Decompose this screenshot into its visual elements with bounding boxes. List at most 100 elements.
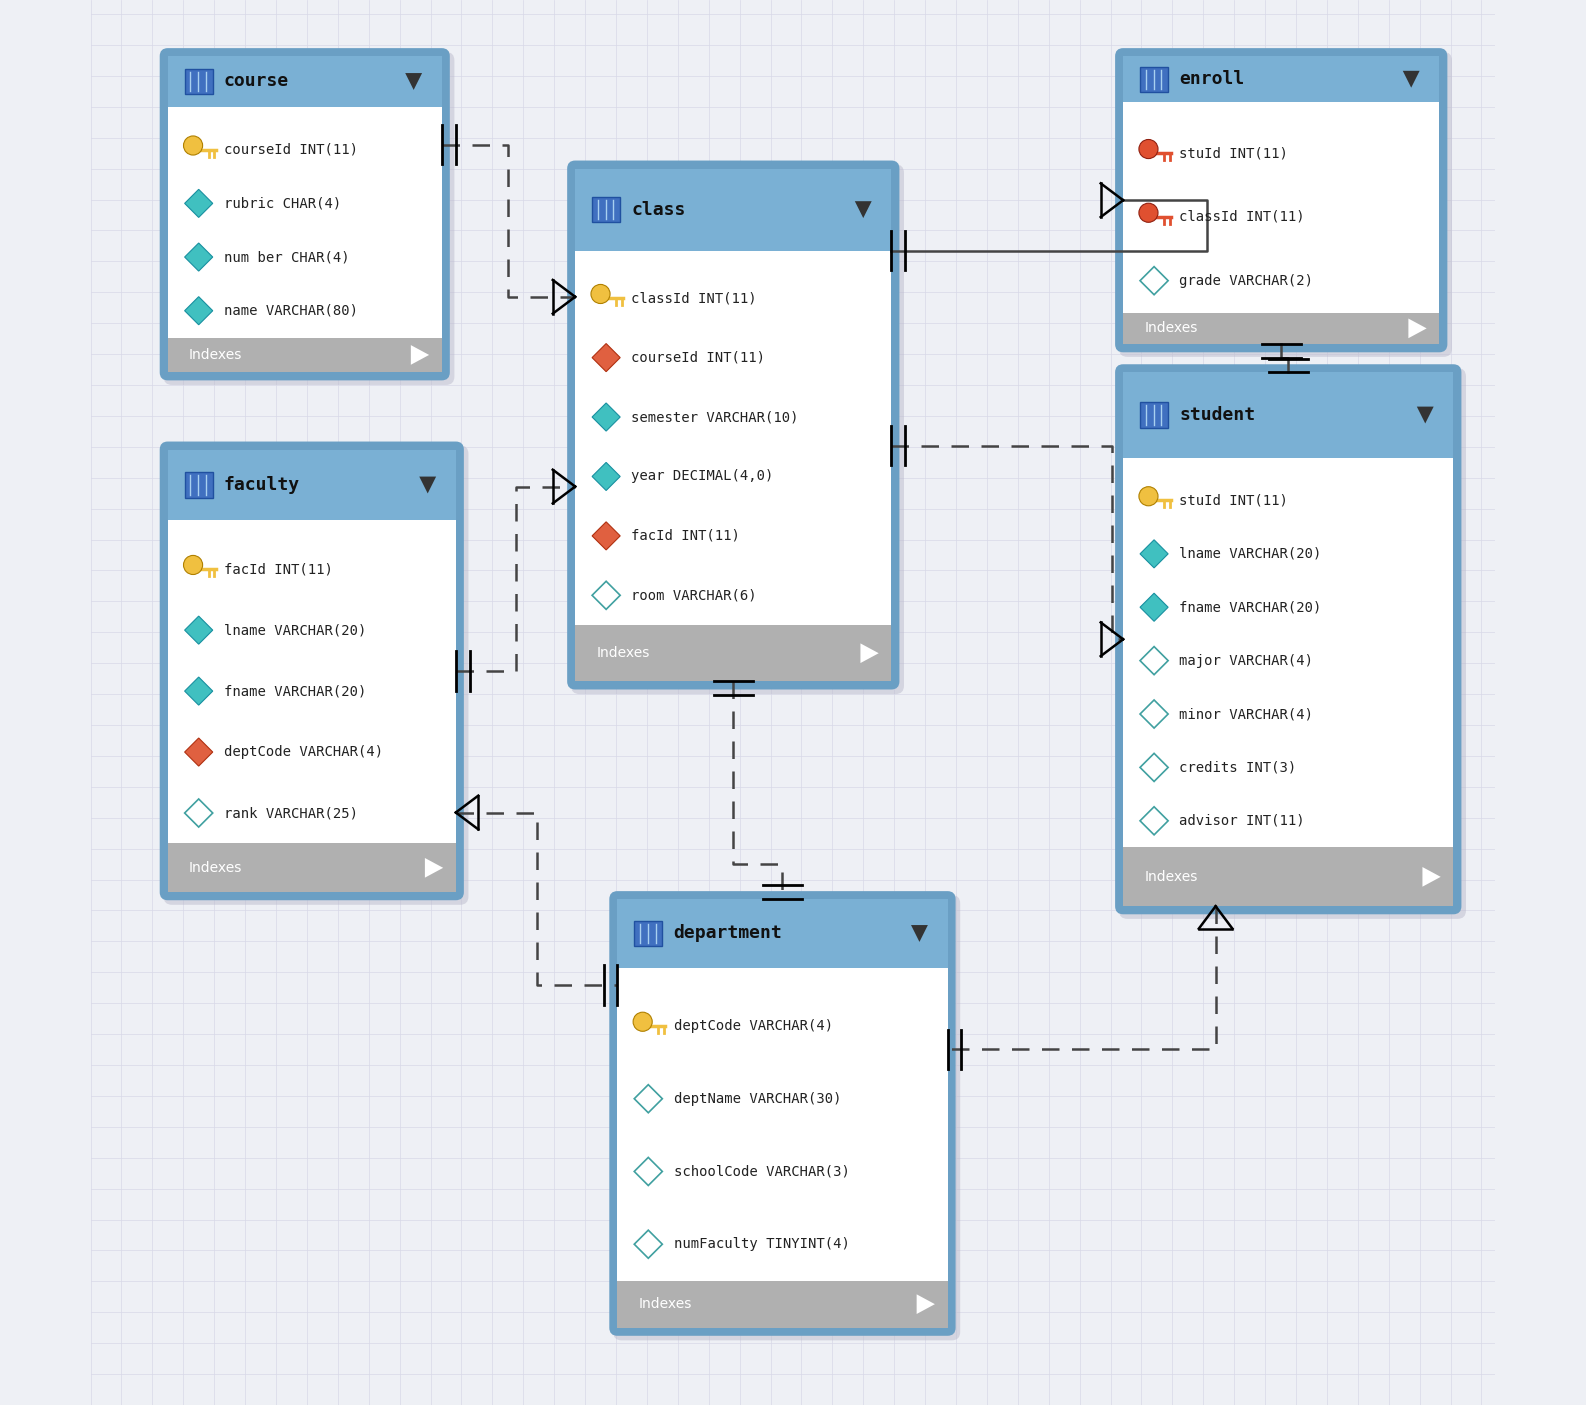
Bar [168,520,455,843]
Polygon shape [634,1158,663,1186]
Bar [168,107,442,337]
Bar [1140,402,1169,427]
Circle shape [184,136,203,155]
Bar [168,843,455,892]
Bar [1123,458,1453,847]
FancyBboxPatch shape [1117,49,1446,351]
Text: enroll: enroll [1180,70,1245,89]
Text: name VARCHAR(80): name VARCHAR(80) [224,303,358,318]
Text: classId INT(11): classId INT(11) [1180,209,1305,223]
Text: rank VARCHAR(25): rank VARCHAR(25) [224,806,358,821]
Circle shape [184,555,203,575]
Text: num ber CHAR(4): num ber CHAR(4) [224,250,349,264]
Bar [1123,372,1453,458]
Polygon shape [592,521,620,549]
Text: fname VARCHAR(20): fname VARCHAR(20) [224,684,366,698]
Text: lname VARCHAR(20): lname VARCHAR(20) [224,624,366,636]
Bar [634,920,663,946]
Text: stuId INT(11): stuId INT(11) [1180,493,1288,507]
Bar [617,1280,947,1328]
Bar [184,69,213,94]
Bar [617,968,947,1280]
Polygon shape [1416,406,1434,423]
Bar [1123,312,1440,344]
Polygon shape [1140,700,1169,728]
Polygon shape [184,190,213,218]
Polygon shape [1423,867,1440,887]
FancyBboxPatch shape [571,164,904,694]
Polygon shape [184,615,213,643]
Polygon shape [1140,267,1169,295]
Polygon shape [1402,70,1419,87]
Text: semester VARCHAR(10): semester VARCHAR(10) [631,410,799,424]
Text: lname VARCHAR(20): lname VARCHAR(20) [1180,547,1321,561]
Bar [617,899,947,968]
Text: facId INT(11): facId INT(11) [631,528,741,542]
Text: fname VARCHAR(20): fname VARCHAR(20) [1180,600,1321,614]
Text: stuId INT(11): stuId INT(11) [1180,146,1288,160]
Bar [1140,66,1169,91]
Text: faculty: faculty [224,476,300,495]
Bar [168,337,442,372]
Polygon shape [184,296,213,325]
FancyBboxPatch shape [160,49,449,379]
Polygon shape [592,403,620,431]
Text: Indexes: Indexes [1144,322,1197,336]
Bar [1123,56,1440,103]
Text: deptCode VARCHAR(4): deptCode VARCHAR(4) [224,745,384,759]
Text: courseId INT(11): courseId INT(11) [224,143,358,157]
Bar [184,472,213,497]
Text: course: course [224,73,289,90]
Text: rubric CHAR(4): rubric CHAR(4) [224,197,341,211]
Text: credits INT(3): credits INT(3) [1180,760,1297,774]
Text: minor VARCHAR(4): minor VARCHAR(4) [1180,707,1313,721]
Polygon shape [592,344,620,372]
Polygon shape [592,462,620,490]
Text: schoolCode VARCHAR(3): schoolCode VARCHAR(3) [674,1165,850,1179]
Circle shape [592,284,611,303]
FancyBboxPatch shape [1117,365,1461,913]
Circle shape [1139,486,1158,506]
Polygon shape [184,243,213,271]
Text: deptCode VARCHAR(4): deptCode VARCHAR(4) [674,1019,833,1033]
Text: Indexes: Indexes [639,1297,691,1311]
Text: Indexes: Indexes [189,861,243,875]
Text: grade VARCHAR(2): grade VARCHAR(2) [1180,274,1313,288]
Polygon shape [634,1085,663,1113]
Polygon shape [1140,646,1169,674]
FancyBboxPatch shape [1120,52,1451,357]
Polygon shape [1140,806,1169,835]
Polygon shape [419,476,436,493]
FancyBboxPatch shape [160,443,463,899]
Text: Indexes: Indexes [596,646,650,660]
Polygon shape [404,73,422,90]
Polygon shape [425,858,442,878]
Text: deptName VARCHAR(30): deptName VARCHAR(30) [674,1092,841,1106]
Text: Indexes: Indexes [189,348,243,362]
Text: major VARCHAR(4): major VARCHAR(4) [1180,653,1313,667]
Polygon shape [1140,593,1169,621]
Bar [576,625,891,681]
Bar [168,56,442,107]
Text: room VARCHAR(6): room VARCHAR(6) [631,589,757,603]
Text: Indexes: Indexes [1144,870,1197,884]
Text: year DECIMAL(4,0): year DECIMAL(4,0) [631,469,774,483]
Bar [576,250,891,625]
Polygon shape [634,1231,663,1259]
Bar [168,450,455,520]
Bar [576,169,891,250]
Text: courseId INT(11): courseId INT(11) [631,351,766,365]
Polygon shape [592,582,620,610]
Polygon shape [910,924,928,941]
Text: advisor INT(11): advisor INT(11) [1180,813,1305,828]
Circle shape [1139,204,1158,222]
Polygon shape [861,643,879,663]
Text: student: student [1180,406,1256,424]
Text: department: department [674,924,782,943]
Circle shape [1139,139,1158,159]
Circle shape [633,1012,652,1031]
Polygon shape [184,738,213,766]
Bar [592,197,620,222]
Polygon shape [855,201,872,218]
Polygon shape [1140,753,1169,781]
